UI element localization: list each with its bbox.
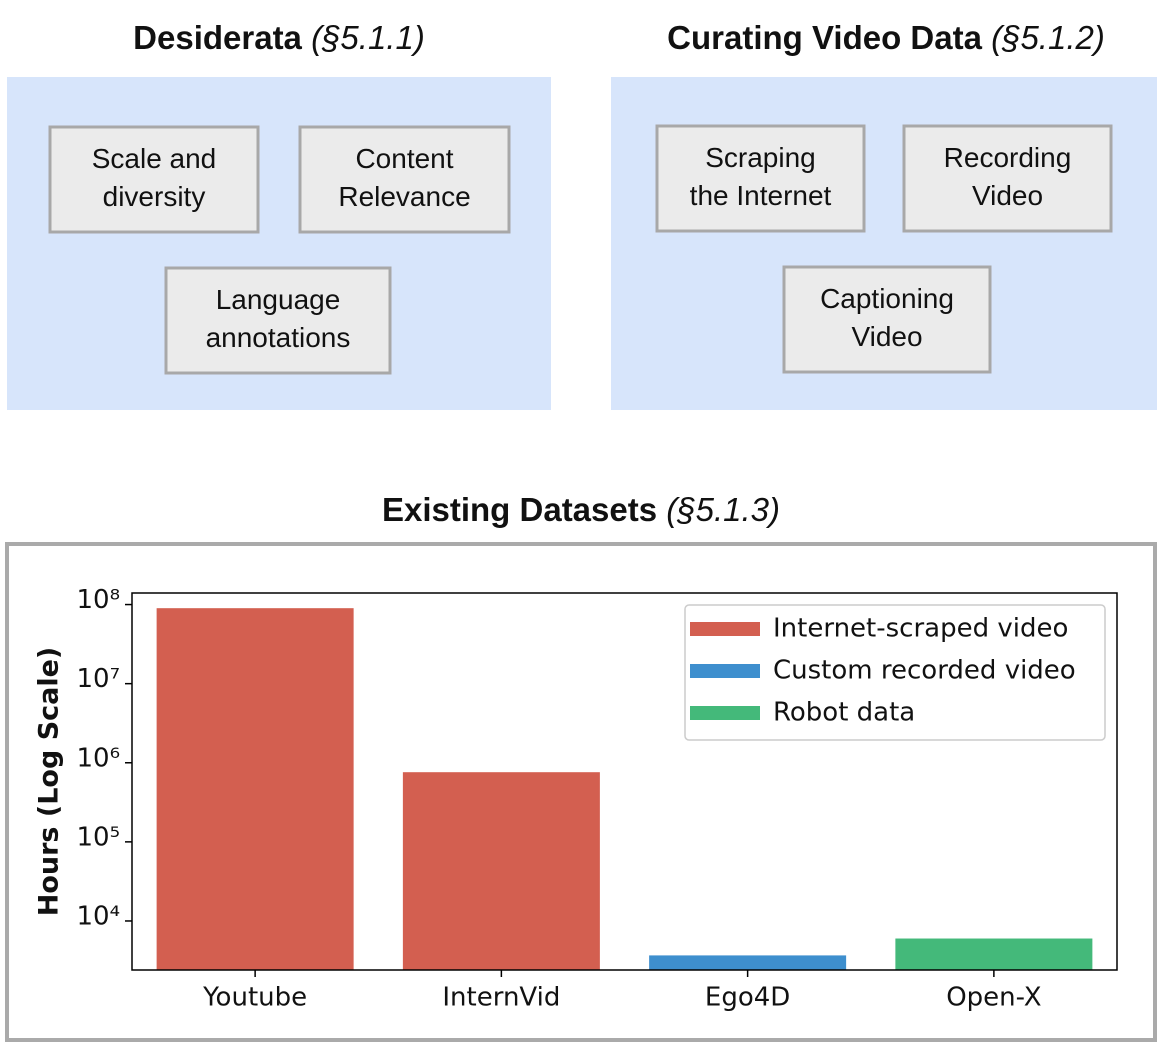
section-ref: (§5.1.2) <box>991 19 1105 56</box>
concept-label: the Internet <box>690 180 832 211</box>
bar <box>402 772 600 970</box>
section-title: Desiderata (§5.1.1) <box>133 19 425 56</box>
x-tick-label: InternVid <box>442 983 560 1013</box>
concept-label: Video <box>972 180 1043 211</box>
section-ref: (§5.1.3) <box>666 491 780 528</box>
bar <box>649 955 847 970</box>
section-title: Existing Datasets (§5.1.3) <box>382 491 780 528</box>
concept-box <box>655 124 866 233</box>
x-tick-label: Youtube <box>202 983 307 1013</box>
concept-label: Scale and <box>92 143 217 174</box>
legend-swatch <box>690 622 760 636</box>
concept-label: diversity <box>103 181 206 212</box>
legend-label: Custom recorded video <box>773 656 1076 686</box>
legend-label: Robot data <box>773 698 915 728</box>
concept-box <box>48 125 260 234</box>
y-tick-label: 10⁸ <box>76 585 120 615</box>
concept-label: Relevance <box>338 181 470 212</box>
x-tick-label: Open-X <box>946 983 1041 1013</box>
concept-label: Video <box>851 321 922 352</box>
concept-box <box>298 125 511 234</box>
concept-label: Language <box>216 284 341 315</box>
concept-box <box>164 266 392 375</box>
bar <box>156 608 354 970</box>
concept-box <box>902 124 1113 233</box>
y-tick-label: 10⁷ <box>76 664 120 694</box>
section-title: Curating Video Data (§5.1.2) <box>667 19 1105 56</box>
concept-label: annotations <box>206 322 351 353</box>
title-text: Curating Video Data <box>667 19 982 56</box>
legend-label: Internet-scraped video <box>773 614 1068 644</box>
y-tick-label: 10⁶ <box>76 743 120 773</box>
bar <box>895 938 1093 970</box>
y-tick-label: 10⁴ <box>76 901 120 931</box>
concept-label: Scraping <box>705 142 816 173</box>
legend-swatch <box>690 706 760 720</box>
x-tick-label: Ego4D <box>705 983 790 1013</box>
y-tick-label: 10⁵ <box>76 822 120 852</box>
concept-label: Content <box>355 143 453 174</box>
title-text: Desiderata <box>133 19 302 56</box>
y-axis-label: Hours (Log Scale) <box>34 647 65 917</box>
legend-box <box>684 604 1106 741</box>
title-text: Existing Datasets <box>382 491 657 528</box>
section-ref: (§5.1.1) <box>311 19 425 56</box>
concept-label: Recording <box>944 142 1072 173</box>
legend-swatch <box>690 664 760 678</box>
concept-box <box>782 265 992 374</box>
plot-frame <box>131 592 1118 971</box>
concept-label: Captioning <box>820 283 954 314</box>
chart-frame <box>5 542 1157 1042</box>
